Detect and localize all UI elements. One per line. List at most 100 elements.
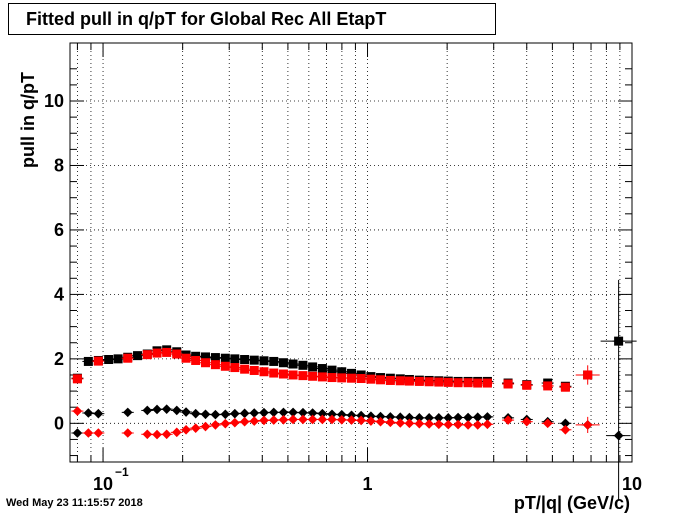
data-point-square [210,353,220,363]
data-point-diamond [346,410,357,421]
data-point-diamond [317,408,328,419]
data-point-diamond [161,429,172,440]
timestamp: Wed May 23 11:15:57 2018 [6,497,143,509]
data-point-diamond [122,407,133,418]
data-point-diamond [122,428,133,438]
y-tick-label: 2 [54,349,64,369]
data-point-square [424,377,434,387]
tick-layer [70,43,633,462]
data-point-square [230,354,240,364]
data-point-diamond [83,408,94,418]
series-1 [71,347,600,392]
data-point-diamond [210,420,221,430]
x-axis-title: pT/|q| (GeV/c) [514,493,630,513]
data-point-square [220,353,230,363]
data-point-square [230,363,240,373]
data-point-square [191,355,201,365]
data-point-square [337,367,347,377]
data-point-diamond [375,411,386,422]
data-point-square [453,378,463,388]
data-point-diamond [307,414,318,425]
y-tick-label: 0 [54,413,64,433]
series-layer [71,279,637,501]
data-point-square [200,358,210,368]
data-point-square [473,378,483,388]
data-point-diamond [366,416,376,426]
data-point-square [104,355,114,365]
data-point-square [269,368,279,378]
data-point-square [327,365,337,375]
data-point-diamond [72,406,83,416]
data-point-square [200,352,210,362]
data-point-diamond [453,419,463,430]
data-point-square [443,377,453,387]
data-point-square [463,378,473,388]
data-point-diamond [414,418,425,429]
data-point-square [337,373,347,383]
data-point-diamond [356,415,366,426]
data-point-diamond [472,412,483,422]
series-2 [71,371,631,501]
data-point-square [152,348,162,358]
data-point-diamond [93,408,104,419]
data-point-diamond [190,423,201,433]
data-point-square [133,351,143,361]
chart-title: Fitted pull in q/pT for Global Rec All E… [26,9,387,29]
data-point-diamond [424,413,434,423]
data-point-diamond [482,412,493,422]
data-point-diamond [93,428,104,438]
data-point-square [259,356,269,366]
data-point-diamond [239,416,250,427]
data-point-diamond [278,414,289,425]
data-point-square [249,355,259,365]
data-point-diamond [613,430,624,441]
plot-frame [69,42,633,463]
data-point-square [298,371,308,381]
data-point-square [210,360,220,370]
data-point-diamond [298,407,308,418]
data-point-diamond [434,413,444,423]
data-point-diamond [181,424,191,435]
data-point-square [434,377,444,387]
data-point-diamond [560,418,571,429]
data-point-diamond [317,414,328,425]
data-point-square [288,359,298,369]
data-point-diamond [336,414,347,425]
data-point-diamond [307,408,318,418]
data-point-square [327,373,337,383]
data-point-square [240,355,250,365]
series-3 [71,406,600,440]
data-point-square [356,374,366,384]
data-point-diamond [190,408,201,419]
data-point-square [543,381,553,391]
data-point-diamond [259,415,269,426]
data-point-square [93,356,103,366]
grid-layer [70,43,633,462]
x-tick-label: 1 [363,474,373,494]
data-point-diamond [220,409,231,420]
data-point-diamond [200,409,211,420]
data-point-diamond [268,407,279,418]
data-point-diamond [268,415,279,425]
data-point-diamond [210,409,221,420]
data-point-diamond [404,412,415,423]
chart-title-box: Fitted pull in q/pT for Global Rec All E… [8,3,496,35]
data-point-square [614,336,624,346]
data-point-diamond [404,418,415,429]
data-point-square [181,353,191,363]
data-point-square [583,370,593,380]
data-point-diamond [288,414,298,425]
data-point-diamond [142,405,153,416]
data-point-diamond [161,404,172,414]
data-point-square [142,350,152,360]
data-point-diamond [230,417,240,428]
data-point-square [278,369,288,379]
data-point-square [385,375,395,385]
y-tick-label: 10 [44,91,64,111]
data-point-diamond [220,418,231,429]
data-point-diamond [463,420,473,430]
data-point-square [366,374,376,384]
data-point-square [560,382,570,392]
